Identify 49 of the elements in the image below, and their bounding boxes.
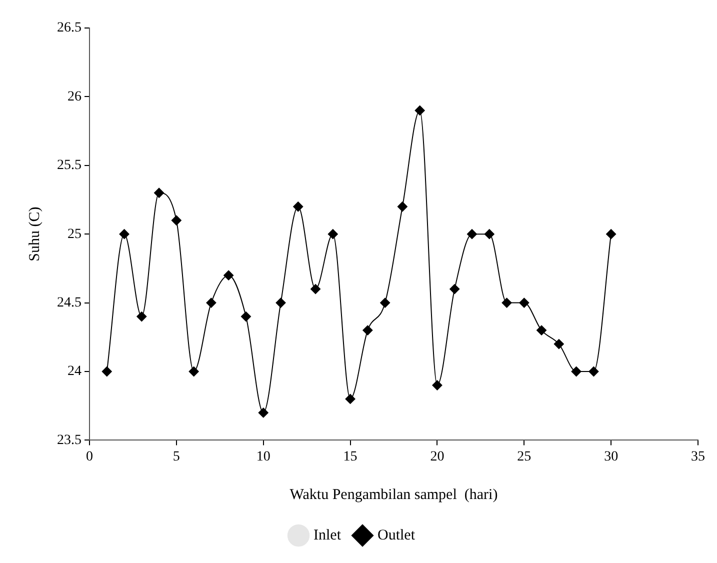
point [188,366,199,376]
x-tick-label: 35 [691,449,705,464]
y-tick-label: 25.5 [57,158,82,174]
point [224,270,234,280]
point [450,284,460,294]
point [345,394,356,404]
point [484,229,494,240]
x-tick-label: 30 [604,449,618,464]
x-tick-label: 5 [172,449,180,464]
y-tick-label: 23.5 [57,432,82,448]
point [276,298,286,308]
point [554,339,564,350]
point [571,366,582,376]
legend-label: Inlet [314,527,342,544]
x-tick-label: 20 [430,449,444,464]
point [328,229,338,240]
y-axis-title: Suhu (C) [26,206,43,262]
point [171,215,182,226]
x-axis-title: Waktu Pengambilan sampel (hari) [290,486,498,503]
point [240,312,251,322]
legend-label: Outlet [378,527,416,544]
point [466,229,477,240]
point [606,229,616,240]
y-tick-label: 24.5 [57,295,82,310]
point [432,380,442,390]
y-tick-label: 26.5 [57,20,82,36]
x-tick-label: 15 [343,449,358,464]
point [414,105,425,116]
point [536,325,547,336]
point [293,202,304,212]
point [397,202,408,212]
point [136,312,147,322]
point [119,229,130,240]
point [102,366,112,376]
point [519,298,530,308]
x-tick-label: 10 [256,449,270,464]
point [362,325,373,336]
point [588,366,599,376]
point [502,298,512,308]
point [154,188,164,198]
point [258,408,268,418]
x-tick-label: 0 [86,449,93,464]
point [310,284,321,294]
point [380,298,390,308]
y-tick-label: 24 [68,364,82,380]
point [206,298,216,308]
y-tick-label: 25 [68,226,82,242]
x-tick-label: 25 [517,449,532,464]
y-tick-label: 26 [68,89,82,104]
